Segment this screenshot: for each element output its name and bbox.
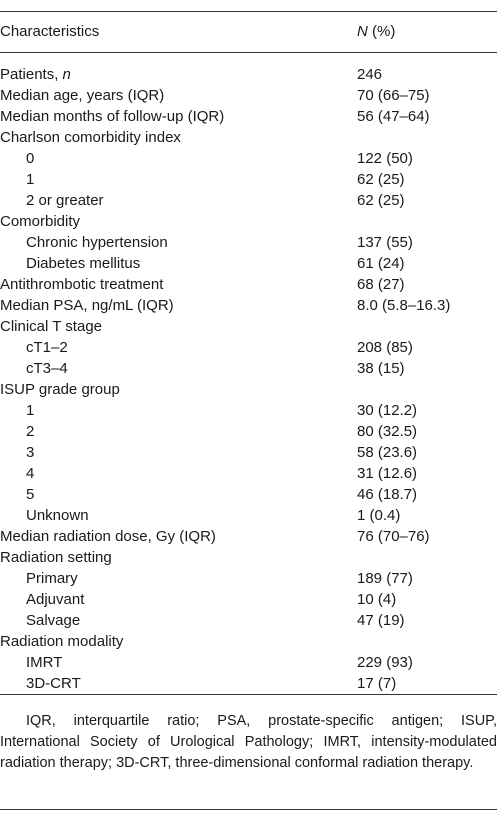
table-row: 4 31 (12.6) [0,463,497,484]
table-row: Clinical T stage [0,316,497,337]
row-label: 5 [26,486,35,503]
row-label: IMRT [26,654,63,671]
table-row: Salvage 47 (19) [0,610,497,631]
row-label: Median age, years (IQR) [0,87,165,104]
table-row: Median radiation dose, Gy (IQR) 76 (70–76… [0,526,497,547]
row-label: 1 [26,402,35,419]
row-value: 208 (85) [357,339,413,356]
row-label: ISUP grade group [0,381,120,398]
table-row: cT1–2 208 (85) [0,337,497,358]
row-label: 2 or greater [26,192,104,209]
table-row: Median months of follow-up (IQR) 56 (47–6… [0,106,497,127]
row-value: 47 (19) [357,612,405,629]
table-row: 2 or greater 62 (25) [0,190,497,211]
row-label: Radiation setting [0,549,112,566]
row-value: 62 (25) [357,171,405,188]
row-value: 70 (66–75) [357,87,430,104]
row-value: 229 (93) [357,654,413,671]
row-label: Chronic hypertension [26,234,168,251]
row-value: 46 (18.7) [357,486,418,503]
header-rule [0,52,497,53]
row-value: 189 (77) [357,570,413,587]
table-row: Diabetes mellitus 61 (24) [0,253,497,274]
table-row: Median age, years (IQR) 70 (66–75) [0,85,497,106]
column-header-n-percent: N (%) [357,20,395,44]
row-value: 68 (27) [357,276,405,293]
row-label: 0 [26,150,35,167]
row-value: 246 [357,66,383,83]
table-body: Patients, n 246 Median age, years (IQR) 70 … [0,64,497,694]
table-top-rule [0,11,497,12]
row-value: 31 (12.6) [357,465,418,482]
row-label: Primary [26,570,78,587]
row-value: 10 (4) [357,591,397,608]
table-row: Charlson comorbidity index [0,127,497,148]
table-row: Adjuvant 10 (4) [0,589,497,610]
row-value: 62 (25) [357,192,405,209]
table-row: Primary 189 (77) [0,568,497,589]
table-row: Radiation modality [0,631,497,652]
column-header-characteristics: Characteristics [0,23,100,40]
row-label: Radiation modality [0,633,124,650]
row-value: 76 (70–76) [357,528,430,545]
pct-label: (%) [367,23,396,40]
row-value: 122 (50) [357,150,413,167]
table-bottom-rule [0,694,497,695]
table-row: ISUP grade group [0,379,497,400]
table-row: Patients, n 246 [0,64,497,85]
table-row: Comorbidity [0,211,497,232]
row-value: 38 (15) [357,360,405,377]
row-value: 8.0 (5.8–16.3) [357,297,451,314]
row-label: Unknown [26,507,89,524]
table-row: 0 122 (50) [0,148,497,169]
row-value: 58 (23.6) [357,444,418,461]
table-row: 3 58 (23.6) [0,442,497,463]
table-row: 5 46 (18.7) [0,484,497,505]
row-value: 1 (0.4) [357,507,401,524]
row-label: Adjuvant [26,591,85,608]
n-label: N [357,23,368,40]
row-value: 61 (24) [357,255,405,272]
table-row: Median PSA, ng/mL (IQR) 8.0 (5.8–16.3) [0,295,497,316]
row-label: 3 [26,444,35,461]
row-value: 137 (55) [357,234,413,251]
table-row: IMRT 229 (93) [0,652,497,673]
row-label: Diabetes mellitus [26,255,141,272]
row-label: 1 [26,171,35,188]
footnote-rule [0,809,497,810]
row-label: Median PSA, ng/mL (IQR) [0,297,174,314]
row-label: 2 [26,423,35,440]
table-row: Antithrombotic treatment 68 (27) [0,274,497,295]
table-row: 2 80 (32.5) [0,421,497,442]
table-row: Unknown 1 (0.4) [0,505,497,526]
row-label: Median radiation dose, Gy (IQR) [0,528,216,545]
table-row: Radiation setting [0,547,497,568]
row-label: cT3–4 [26,360,68,377]
row-label: Comorbidity [0,213,81,230]
table-row: 3D-CRT 17 (7) [0,673,497,694]
row-label: Salvage [26,612,81,629]
row-label: Patients, n [0,66,71,83]
table-row: cT3–4 38 (15) [0,358,497,379]
row-label: Charlson comorbidity index [0,129,181,146]
row-label: Clinical T stage [0,318,102,335]
row-label: cT1–2 [26,339,68,356]
row-value: 17 (7) [357,675,397,692]
table-row: Chronic hypertension 137 (55) [0,232,497,253]
row-label: Antithrombotic treatment [0,276,164,293]
table-footnote: IQR, interquartile ratio; PSA, prostate-… [0,713,497,771]
row-value: 80 (32.5) [357,423,418,440]
table-row: 1 30 (12.2) [0,400,497,421]
row-label: 4 [26,465,35,482]
row-value: 56 (47–64) [357,108,430,125]
row-value: 30 (12.2) [357,402,418,419]
table-row: 1 62 (25) [0,169,497,190]
row-label: Median months of follow-up (IQR) [0,108,225,125]
row-label: 3D-CRT [26,675,81,692]
